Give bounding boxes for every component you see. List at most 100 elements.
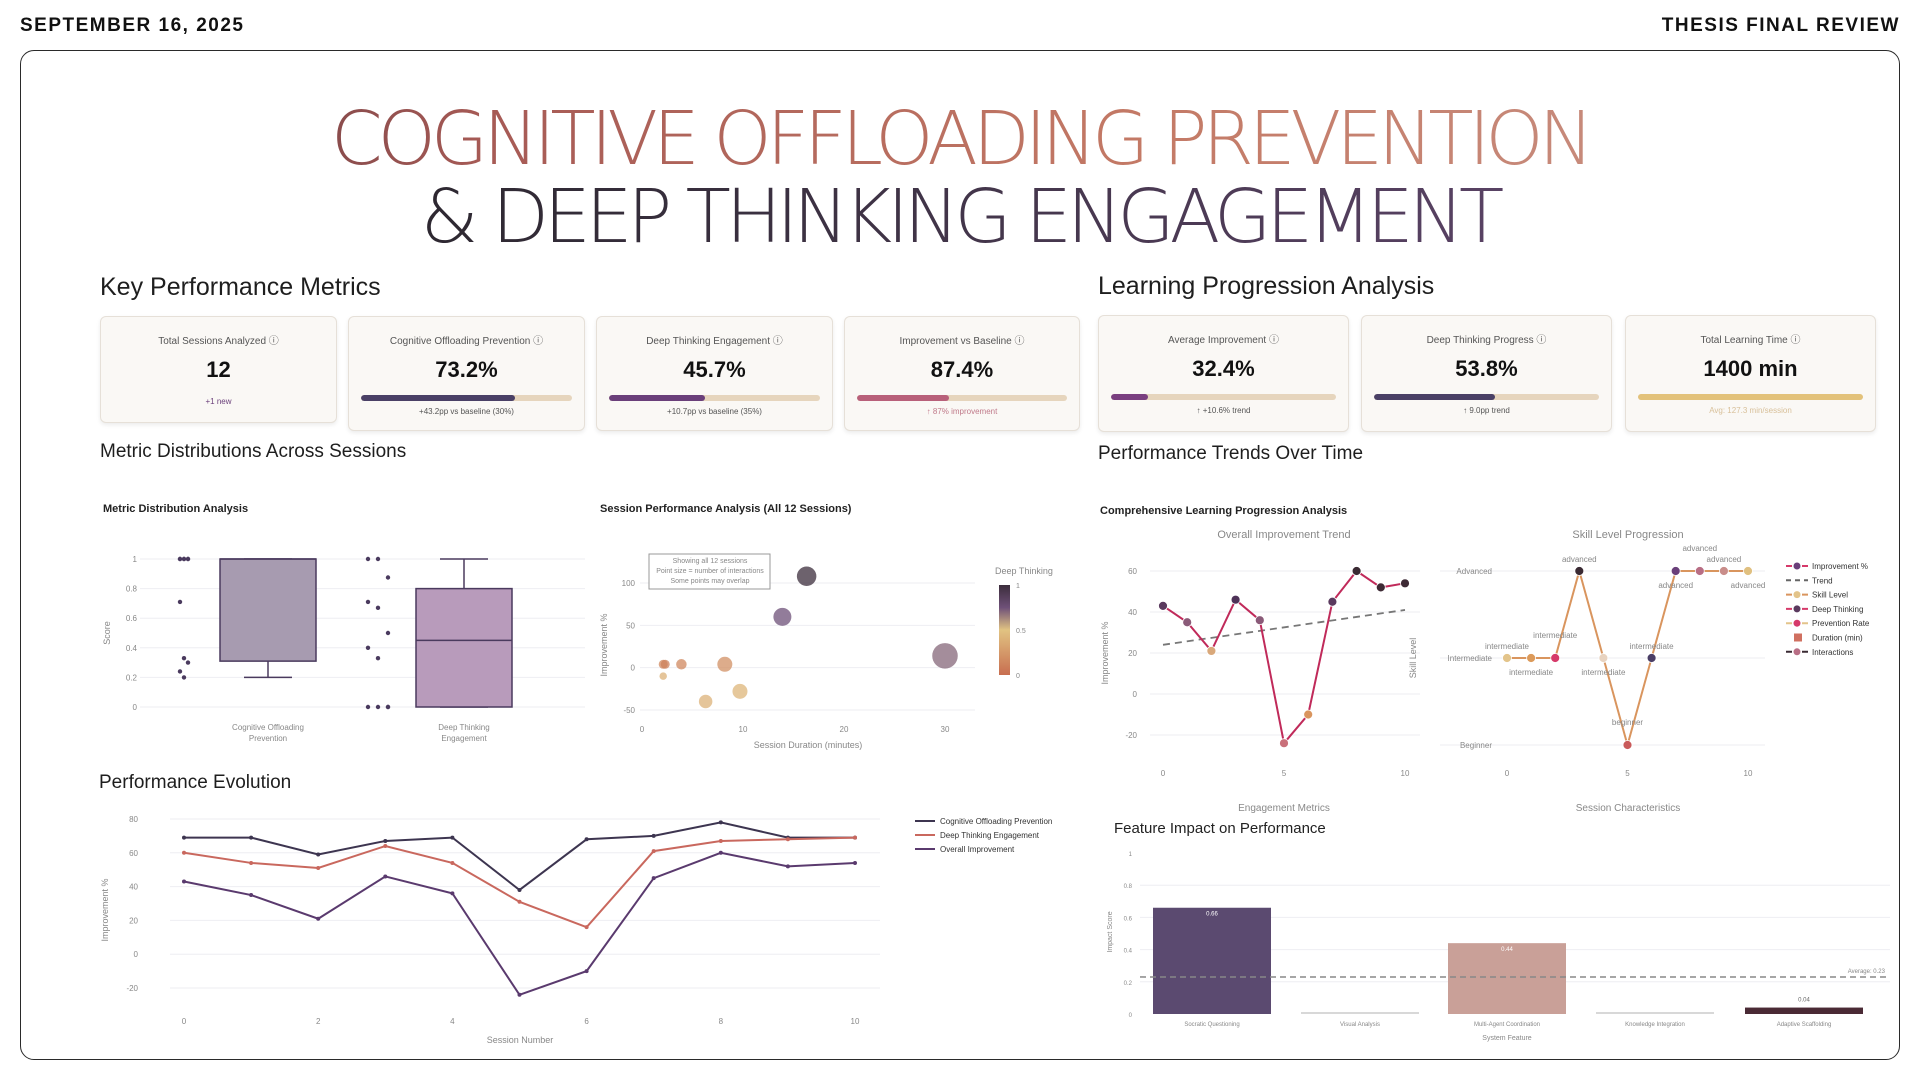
improvement-point (1158, 600, 1168, 611)
improvement-line (1162, 569, 1406, 746)
kpi-subtext: ↑ 9.0pp trend (1463, 406, 1510, 415)
series-point (651, 833, 656, 838)
series-point (383, 874, 388, 879)
y-tick-label: 60 (129, 849, 138, 858)
series-point (718, 820, 723, 825)
series-point (182, 850, 186, 855)
legend-label: Skill Level (1812, 591, 1848, 600)
y-tick-label: 80 (129, 815, 138, 824)
scatter-point (676, 659, 687, 670)
kpi-progress-fill (1374, 394, 1496, 400)
bar (1301, 1012, 1419, 1014)
data-point (181, 655, 187, 661)
series-point (584, 969, 589, 974)
improvement-point (1375, 582, 1386, 593)
kpi-card: Cognitive Offloading Prevention ⓘ 73.2% +… (348, 316, 585, 431)
skill-point (1574, 566, 1585, 576)
data-point (177, 669, 183, 674)
skill-point (1670, 566, 1681, 576)
series-point (450, 891, 455, 896)
legend-label: Overall Improvement (940, 845, 1015, 854)
y-tick-label: 0 (133, 703, 138, 712)
data-point (181, 675, 187, 680)
y-tick-label: 0.6 (1124, 916, 1133, 922)
kpi-subtext: +1 new (205, 397, 232, 406)
kpi-card: Average Improvement ⓘ 32.4% ↑ +10.6% tren… (1098, 315, 1349, 432)
skill-point-label: intermediate (1581, 668, 1626, 677)
improvement-point (1206, 646, 1217, 656)
section-learning-progression: Learning Progression Analysis (1098, 272, 1435, 300)
annotation-box (648, 553, 771, 590)
kpi-value: 45.7% (683, 357, 746, 382)
series-point (853, 860, 857, 865)
kpi-progress-fill (1111, 394, 1148, 400)
x-tick-label: Multi-Agent Coordination (1474, 1022, 1540, 1028)
kpi-label[interactable]: Total Learning Time ⓘ (1700, 335, 1801, 346)
data-point (385, 704, 391, 710)
data-point (365, 645, 371, 650)
kpi-card: Improvement vs Baseline ⓘ 87.4% ↑ 87% imp… (844, 316, 1080, 431)
bar (1745, 1007, 1863, 1014)
bar (1153, 907, 1271, 1014)
chart-title-session-performance: Session Performance Analysis (All 12 Ses… (600, 503, 852, 515)
improvement-point (1279, 738, 1289, 749)
y-tick-label: 0.2 (1124, 981, 1133, 987)
y-axis-label: Improvement % (1100, 621, 1110, 684)
x-tick-label: 10 (1401, 769, 1410, 778)
skill-point-label: advanced (1682, 544, 1717, 553)
kpi-label[interactable]: Deep Thinking Engagement ⓘ (646, 336, 783, 347)
bar (1448, 943, 1566, 1014)
annotation-text: Showing all 12 sessions (673, 558, 748, 565)
scatter-point (732, 683, 748, 699)
skill-point-label: intermediate (1509, 668, 1554, 677)
skill-point-label: advanced (1731, 581, 1766, 590)
x-axis-label: Engagement Metrics (1238, 803, 1330, 814)
data-point (365, 704, 371, 710)
kpi-card: Total Learning Time ⓘ 1400 min Avg: 127.3… (1625, 315, 1876, 432)
legend-marker (1793, 648, 1801, 656)
y-tick-label: Advanced (1456, 567, 1492, 576)
subplot-title: Overall Improvement Trend (1217, 529, 1350, 541)
scatter-point (659, 672, 667, 680)
kpi-progress-fill (1638, 394, 1863, 400)
y-tick-label: 0.4 (126, 644, 138, 653)
x-tick-label: 30 (941, 725, 950, 734)
series-line (183, 836, 856, 929)
kpi-subtext: ↑ +10.6% trend (1196, 406, 1251, 415)
x-axis-label: Session Number (487, 1035, 554, 1045)
data-point (375, 605, 381, 611)
series-point (584, 837, 589, 842)
date-label: SEPTEMBER 16, 2025 (20, 15, 245, 36)
x-tick-label: 10 (1744, 769, 1753, 778)
series-line (183, 851, 856, 996)
box (415, 587, 513, 708)
annotation-text: Some points may overlap (671, 578, 750, 585)
page-title-line1: COGNITIVE OFFLOADING PREVENTION (0, 102, 1920, 176)
series-point (718, 850, 723, 855)
bar-value-label: 0.44 (1501, 947, 1513, 953)
kpi-label[interactable]: Deep Thinking Progress ⓘ (1426, 335, 1547, 346)
kpi-label[interactable]: Cognitive Offloading Prevention ⓘ (389, 336, 544, 347)
colorbar (999, 585, 1010, 675)
x-tick-label: Visual Analysis (1340, 1022, 1380, 1028)
improvement-point (1400, 578, 1410, 589)
x-axis-label: System Feature (1482, 1035, 1532, 1042)
kpi-label[interactable]: Average Improvement ⓘ (1168, 335, 1279, 346)
y-tick-label: Beginner (1460, 741, 1492, 750)
x-tick-label: 10 (851, 1017, 860, 1026)
series-point (517, 899, 522, 904)
box (219, 558, 317, 662)
kpi-label[interactable]: Total Sessions Analyzed ⓘ (158, 336, 279, 347)
scatter-point (796, 566, 817, 586)
colorbar-tick: 0.5 (1016, 628, 1026, 635)
y-tick-label: 60 (1128, 567, 1137, 576)
legend-label: Trend (1812, 576, 1833, 585)
series-point (383, 838, 388, 843)
improvement-point (1230, 594, 1241, 605)
x-tick-label: 4 (450, 1017, 455, 1026)
y-tick-label: 0.8 (126, 585, 138, 594)
kpi-progress-bar (1638, 394, 1863, 400)
kpi-label[interactable]: Improvement vs Baseline ⓘ (899, 336, 1025, 347)
chart-title-feature-impact: Feature Impact on Performance (1114, 820, 1326, 837)
y-tick-label: 0.4 (1124, 949, 1133, 955)
